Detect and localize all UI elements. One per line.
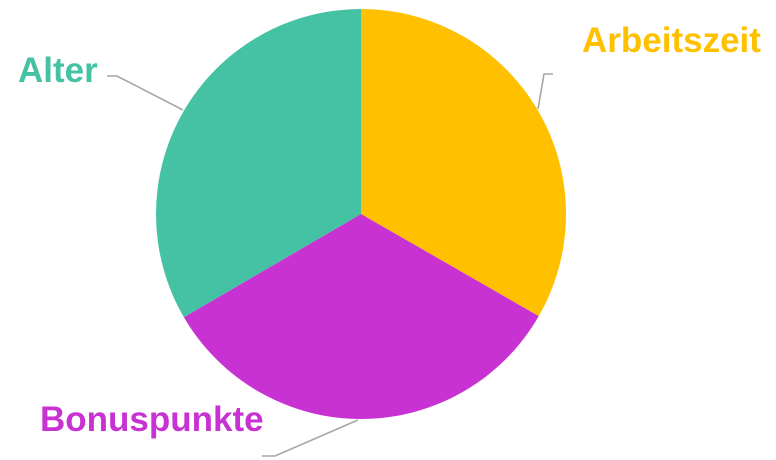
slice-labels: Arbeitszeit Bonuspunkte Alter — [18, 21, 761, 439]
pie-slice-arbeitszeit — [361, 9, 567, 317]
leader-line-bonuspunkte — [262, 419, 359, 457]
slice-label-arbeitszeit: Arbeitszeit — [582, 21, 761, 60]
pie-slice-alter — [156, 9, 361, 318]
leader-line-alter — [107, 75, 184, 111]
pie-slice-bonuspunkte — [183, 214, 539, 419]
leader-line-arbeitszeit — [537, 73, 553, 110]
slice-label-alter: Alter — [18, 51, 98, 90]
leader-lines — [107, 73, 553, 457]
slice-label-bonuspunkte: Bonuspunkte — [40, 400, 264, 439]
pie-slices — [156, 9, 567, 419]
